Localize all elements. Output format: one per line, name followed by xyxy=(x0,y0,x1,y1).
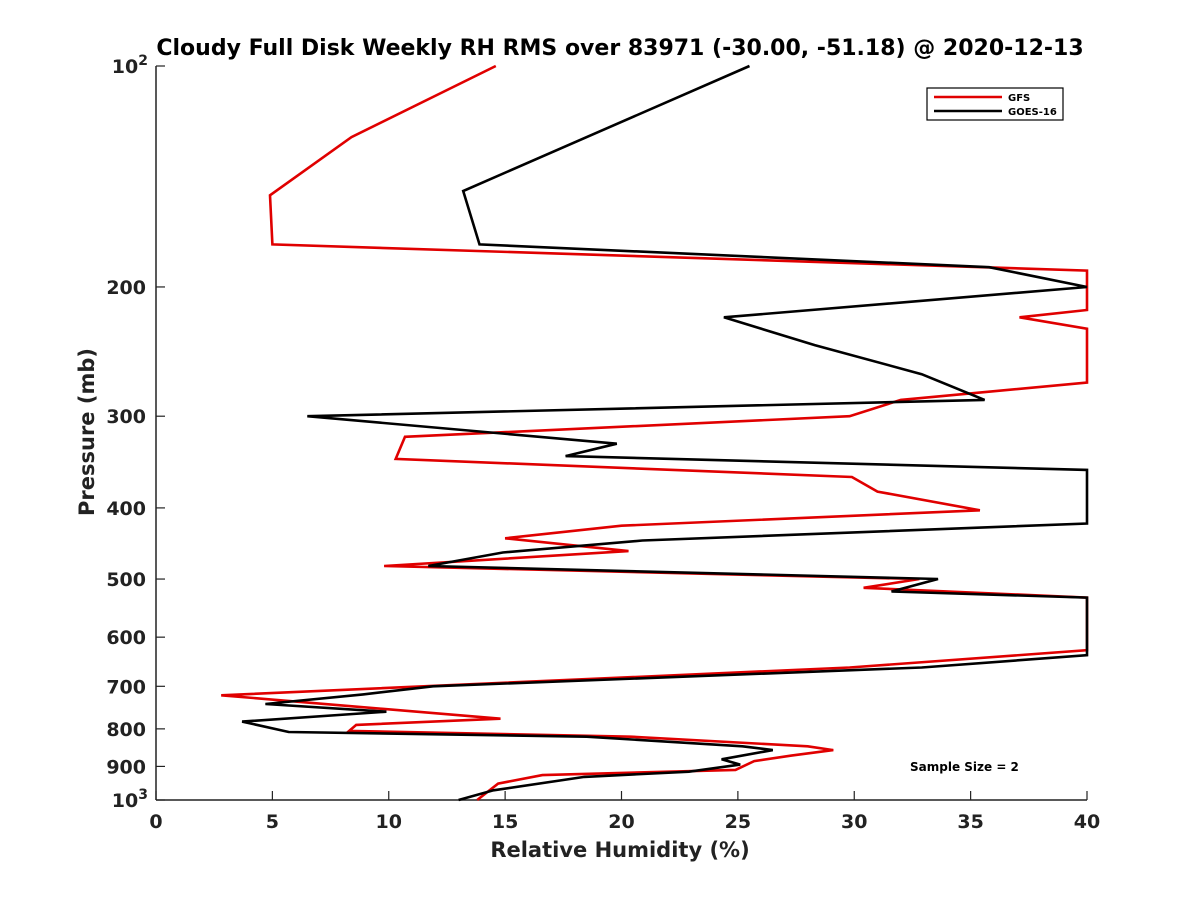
x-tick-label: 0 xyxy=(149,811,162,833)
x-tick-label: 20 xyxy=(608,811,634,833)
legend: GFS GOES-16 xyxy=(926,87,1064,121)
y-tick-label: 200 xyxy=(106,277,146,299)
legend-box xyxy=(926,87,1064,121)
x-tick-label: 35 xyxy=(957,811,983,833)
x-tick-label: 25 xyxy=(725,811,751,833)
y-tick-label: 900 xyxy=(106,756,146,778)
series-layer xyxy=(221,64,1089,802)
series-line-goes-16 xyxy=(241,64,1089,802)
y-tick-label: 500 xyxy=(106,569,146,591)
y-tick-label: 700 xyxy=(106,676,146,698)
y-axis-ticks: 102 200 300 400 500 600 700 800 900 103 xyxy=(106,53,165,812)
chart-title: Cloudy Full Disk Weekly RH RMS over 8397… xyxy=(156,36,1083,61)
x-tick-label: 40 xyxy=(1074,811,1100,833)
y-axis-label: Pressure (mb) xyxy=(75,348,99,516)
y-tick-label: 800 xyxy=(106,719,146,741)
x-tick-label: 5 xyxy=(266,811,279,833)
legend-label-goes-16: GOES-16 xyxy=(1008,107,1057,118)
x-tick-label: 30 xyxy=(841,811,867,833)
x-axis-label: Relative Humidity (%) xyxy=(490,838,749,862)
y-tick-label: 400 xyxy=(106,498,146,520)
y-tick-label: 300 xyxy=(106,406,146,428)
series-line-gfs xyxy=(221,64,1089,802)
y-tick-label: 102 xyxy=(112,53,148,78)
x-tick-label: 15 xyxy=(492,811,518,833)
legend-label-gfs: GFS xyxy=(1008,93,1030,104)
x-tick-label: 10 xyxy=(376,811,402,833)
y-tick-label: 600 xyxy=(106,627,146,649)
x-axis-ticks: 0 5 10 15 20 25 30 35 40 xyxy=(149,66,1100,833)
y-tick-label: 103 xyxy=(112,787,148,812)
sample-size-annotation: Sample Size = 2 xyxy=(910,760,1019,774)
